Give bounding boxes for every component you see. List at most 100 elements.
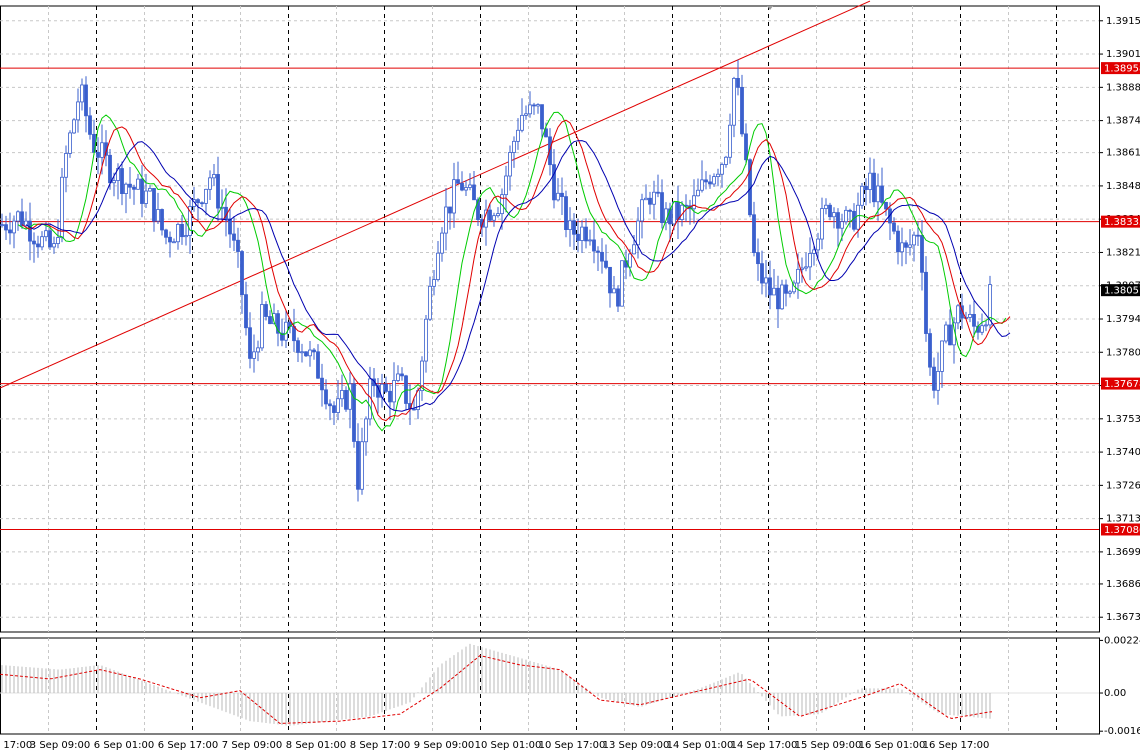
candle-body xyxy=(708,181,712,185)
candle-body xyxy=(160,209,164,231)
candle-body xyxy=(64,153,68,178)
candle-body xyxy=(988,284,992,326)
candle-body xyxy=(320,377,324,391)
candle-body xyxy=(576,233,580,241)
candle-body xyxy=(856,204,860,230)
candle-body xyxy=(784,284,788,294)
candle-body xyxy=(616,288,620,307)
shift-marker-icon xyxy=(767,6,773,10)
candle-body xyxy=(340,390,344,400)
candle-body xyxy=(804,266,808,269)
candle-body xyxy=(600,251,604,262)
price-panel-frame xyxy=(0,5,1100,633)
candle-body xyxy=(352,383,356,442)
candle-body xyxy=(280,332,284,341)
candle-body xyxy=(312,349,316,353)
candle-body xyxy=(520,114,524,131)
candle-body xyxy=(200,202,204,205)
candle-body xyxy=(720,164,724,175)
candle-body xyxy=(176,223,180,243)
candle-body xyxy=(828,204,832,218)
candle-body xyxy=(488,209,492,221)
candle-body xyxy=(824,204,828,209)
y-tick-label: 1.38880 xyxy=(1106,82,1140,93)
candle-body xyxy=(956,305,960,324)
candle-body xyxy=(696,189,700,197)
candle-body xyxy=(356,441,360,490)
x-tick-label: 16 Sep 01:00 xyxy=(859,740,926,751)
candle-body xyxy=(464,187,468,191)
candle-body xyxy=(528,104,532,115)
candle-body xyxy=(460,182,464,191)
candle-body xyxy=(140,178,144,204)
candle-body xyxy=(212,174,216,179)
candle-body xyxy=(532,104,536,107)
x-tick-label: 2 Sep 17:00 xyxy=(0,740,32,751)
candle-body xyxy=(328,403,332,407)
candle-body xyxy=(220,206,224,209)
candle-body xyxy=(452,179,456,214)
candle-body xyxy=(504,175,508,196)
candle-body xyxy=(564,196,568,230)
candle-body xyxy=(448,206,452,214)
candle-body xyxy=(164,229,168,238)
candle-body xyxy=(188,206,192,236)
x-tick-label: 9 Sep 09:00 xyxy=(414,740,474,751)
candle-body xyxy=(88,115,92,135)
candle-body xyxy=(420,360,424,392)
y-tick-label: 1.39150 xyxy=(1106,16,1140,27)
candle-body xyxy=(788,291,792,294)
candle-body xyxy=(84,84,88,117)
candle-body xyxy=(676,201,680,220)
level-price-tag xyxy=(1101,215,1140,228)
candle-body xyxy=(492,215,496,221)
candle-body xyxy=(584,226,588,242)
y-tick-label: 1.37940 xyxy=(1106,314,1140,325)
candle-body xyxy=(916,234,920,237)
candle-body xyxy=(436,252,440,280)
candle-body xyxy=(960,305,964,319)
candle-body xyxy=(4,224,8,231)
candle-body xyxy=(80,84,84,103)
candle-body xyxy=(540,104,544,130)
candle-body xyxy=(20,211,24,227)
candle-body xyxy=(892,222,896,232)
x-tick-label: 15 Sep 09:00 xyxy=(795,740,862,751)
candle-body xyxy=(568,220,572,230)
candle-body xyxy=(572,220,576,235)
candle-body xyxy=(940,340,944,372)
candle-body xyxy=(628,253,632,268)
osc-y-tick-label: 0.002247 xyxy=(1104,635,1140,646)
candle-body xyxy=(348,383,352,410)
candle-body xyxy=(276,313,280,334)
candle-body xyxy=(104,142,108,156)
candle-body xyxy=(608,266,612,294)
candle-body xyxy=(928,333,932,368)
candle-body xyxy=(936,371,940,391)
candle-body xyxy=(472,184,476,201)
candle-body xyxy=(840,221,844,229)
candle-body xyxy=(552,164,556,201)
candle-body xyxy=(128,183,132,188)
candle-body xyxy=(640,199,644,222)
candle-body xyxy=(196,199,200,204)
candle-body xyxy=(524,113,528,116)
x-tick-label: 14 Sep 01:00 xyxy=(667,740,734,751)
x-tick-label: 13 Sep 09:00 xyxy=(603,740,670,751)
candle-body xyxy=(592,239,596,252)
x-tick-label: 10 Sep 01:00 xyxy=(475,740,542,751)
candle-body xyxy=(32,240,36,245)
level-price-tag xyxy=(1101,377,1140,390)
candle-body xyxy=(232,233,236,241)
candle-body xyxy=(360,441,364,490)
candle-body xyxy=(428,285,432,320)
candle-body xyxy=(596,250,600,253)
candle-body xyxy=(968,313,972,318)
y-tick-label: 1.38480 xyxy=(1106,181,1140,192)
y-tick-label: 1.38210 xyxy=(1106,247,1140,258)
candle-body xyxy=(912,234,916,246)
candle-body xyxy=(732,77,736,126)
candle-body xyxy=(760,263,764,284)
